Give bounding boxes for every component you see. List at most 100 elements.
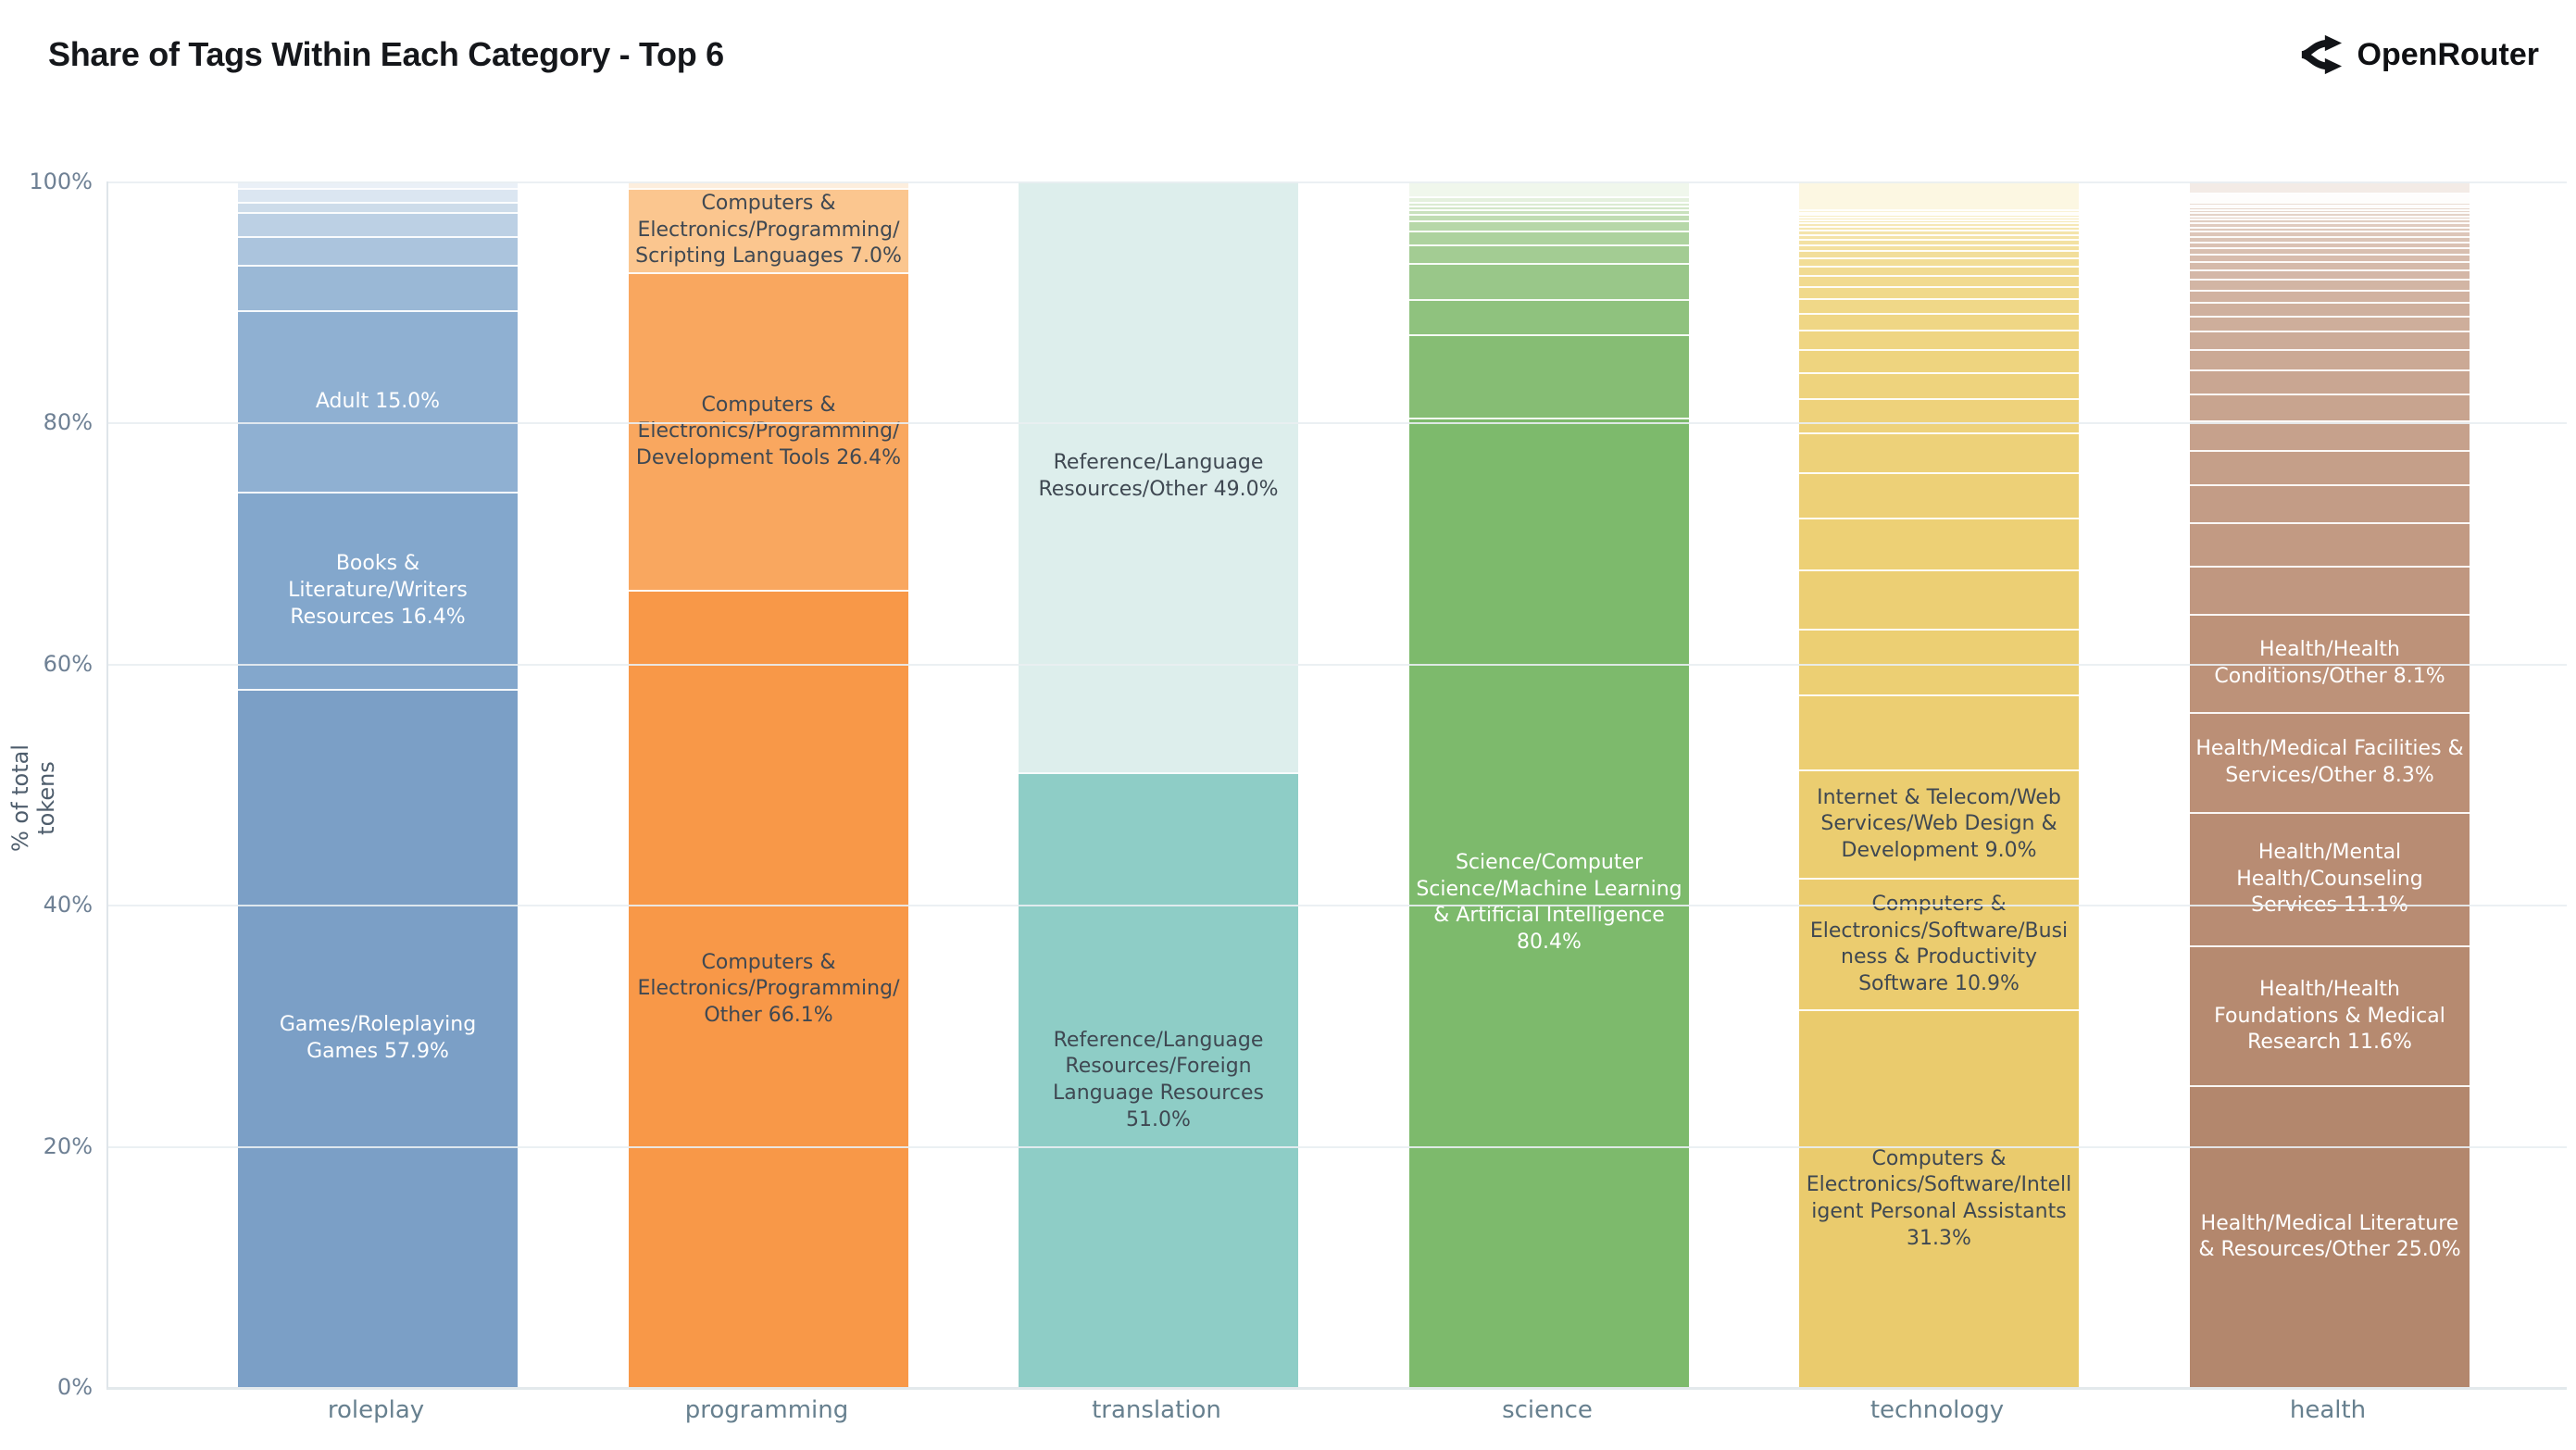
bar-segment [2190,194,2470,196]
bar-segment: Books & Literature/Writers Resources 16.… [238,491,518,690]
y-axis-tick: 20% [43,1133,93,1159]
bar-segment [2190,204,2470,207]
page-title: Share of Tags Within Each Category - Top… [48,35,724,73]
bar-segment: Computers & Electronics/Software/Intelli… [1799,1009,2079,1387]
bar-segment [238,202,518,212]
bar-segment [2190,195,2470,198]
bar-segment [2190,566,2470,615]
bar-segment: Computers & Electronics/Programming/Deve… [629,271,908,591]
segment-label: Computers & Electronics/Software/Busines… [1809,893,2069,995]
segment-label: Computers & Electronics/Programming/Deve… [635,393,902,469]
bar-segment [629,181,908,188]
bar-segment: Reference/Language Resources/Foreign Lan… [1019,771,1298,1387]
y-axis-title: % of total tokens [7,744,59,853]
x-axis-label-science: science [1502,1396,1593,1424]
bar-segment [1799,569,2079,629]
bar-segment [2190,369,2470,394]
bar-translation: Reference/Language Resources/Other 49.0%… [1019,181,1298,1387]
bar-segment [1409,219,1689,231]
bar-segment [2190,279,2470,291]
bar-segment: Health/Health Foundations & Medical Rese… [2190,945,2470,1086]
bar-segment [1799,238,2079,244]
y-axis-tick: 0% [56,1374,93,1400]
bar-segment [2190,315,2470,331]
bar-segment [1799,286,2079,299]
bar-segment [1409,208,1689,215]
bar-segment [2190,260,2470,270]
bar-segment [2190,394,2470,420]
x-axis-label-programming: programming [684,1396,849,1424]
bar-segment: Health/Health Conditions/Other 8.1% [2190,614,2470,712]
bar-segment [1799,230,2079,234]
y-axis-tick: 80% [43,409,93,435]
bar-segment [2190,235,2470,242]
bar-technology: Internet & Telecom/Web Services/Web Desi… [1799,181,2079,1387]
brand-name: OpenRouter [2357,36,2539,72]
segment-label: Health/Health Foundations & Medical Rese… [2214,977,2445,1055]
bar-segment [1409,214,1689,220]
bar-segment: Adult 15.0% [238,310,518,492]
bar-segment [1409,206,1689,209]
segment-label: Health/Medical Facilities & Services/Oth… [2195,737,2464,787]
bar-segment [2190,254,2470,261]
x-axis-label-translation: translation [1092,1396,1221,1424]
bar-segment [1799,471,2079,519]
segment-label: Adult 15.0% [315,389,441,413]
x-axis-label-roleplay: roleplay [327,1396,425,1424]
bar-segment [238,211,518,236]
bar-segment [2190,192,2470,194]
bar-segment [1799,219,2079,223]
bar-segment [2190,419,2470,451]
bar-segment: Computers & Electronics/Programming/Othe… [629,590,908,1387]
bar-segment [1409,181,1689,196]
bar-segment [1799,226,2079,230]
bar-segment: Games/Roleplaying Games 57.9% [238,689,518,1387]
bar-segment: Health/Medical Facilities & Services/Oth… [2190,711,2470,812]
bar-segment [238,187,518,203]
bar-segment [1799,244,2079,251]
x-axis-label-health: health [2289,1396,2367,1424]
bar-segment [1799,256,2079,266]
bar-segment [2190,202,2470,205]
bar-segment [1409,263,1689,300]
bar-segment [2190,247,2470,255]
bar-segment: Health/Medical Literature & Resources/Ot… [2190,1085,2470,1387]
bar-segment [2190,226,2470,231]
bar-segment [2190,241,2470,247]
bar-segment [2190,522,2470,567]
segment-label: Reference/Language Resources/Other 49.0% [1038,451,1279,501]
segment-label: Science/Computer Science/Machine Learnin… [1416,851,1682,955]
y-axis-tick: 60% [43,651,93,677]
segment-label: Books & Literature/Writers Resources 16.… [288,552,468,629]
bar-segment [1799,694,2079,770]
segment-label: Health/Medical Literature & Resources/Ot… [2198,1211,2461,1262]
bar-segment [1799,181,2079,209]
bar-segment [1409,195,1689,203]
bar-science: Science/Computer Science/Machine Learnin… [1409,181,1689,1387]
bar-segment [1799,250,2079,257]
bar-segment [1409,244,1689,264]
bar-segment [2190,450,2470,484]
bar-roleplay: Adult 15.0% Books & Literature/Writers Re… [238,181,518,1387]
segment-label: Computers & Electronics/Software/Intelli… [1806,1146,2072,1250]
segment-label: Computers & Electronics/Programming/Scri… [635,192,902,269]
segment-label: Internet & Telecom/Web Services/Web Desi… [1817,785,2061,863]
bar-segment [1799,233,2079,239]
bar-segment [1799,266,2079,276]
bar-segment [2190,269,2470,280]
bar-segment [1799,216,2079,219]
segment-label: Computers & Electronics/Programming/Othe… [637,950,900,1027]
bar-segment [1799,298,2079,313]
bar-segment [2190,206,2470,210]
bar-segment [1799,518,2079,570]
bar-segment: Computers & Electronics/Software/Busines… [1799,878,2079,1010]
bar-segment: Internet & Telecom/Web Services/Web Desi… [1799,769,2079,879]
bar-segment [1799,431,2079,472]
bar-segment [238,264,518,311]
bar-segment [1409,231,1689,244]
x-axis-label-technology: technology [1869,1396,2005,1424]
bar-segment [1799,211,2079,215]
bar-segment [2190,197,2470,200]
bar-segment [238,235,518,265]
